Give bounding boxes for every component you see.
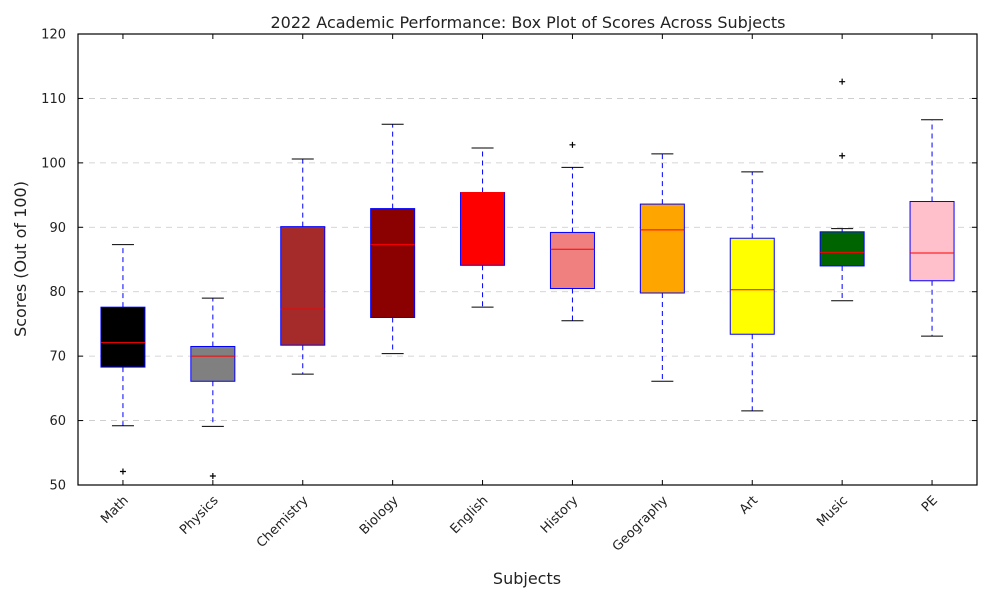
box-body	[639, 203, 685, 294]
box-history	[549, 141, 595, 322]
y-tick-label: 120	[41, 28, 66, 43]
x-axis-title: Subjects	[493, 569, 561, 588]
box-english	[460, 147, 506, 308]
box-music	[819, 78, 865, 302]
x-tick-label: Music	[814, 493, 851, 530]
outlier-point	[839, 78, 846, 85]
y-axis-ticks: 50 60 70 80 90 100 110 120	[41, 28, 977, 494]
y-tick-label: 50	[49, 479, 66, 494]
boxes	[100, 78, 955, 479]
outlier-point	[119, 468, 126, 475]
chart-title: 2022 Academic Performance: Box Plot of S…	[270, 13, 785, 32]
y-tick-label: 60	[49, 414, 66, 429]
box-body	[909, 201, 955, 282]
y-tick-label: 110	[41, 92, 66, 107]
box-body	[460, 191, 506, 266]
box-body	[100, 306, 146, 368]
grid-lines	[78, 98, 977, 421]
box-body	[370, 208, 416, 318]
y-tick-label: 90	[49, 221, 66, 236]
x-tick-label: Chemistry	[254, 493, 312, 551]
box-body	[190, 345, 236, 382]
y-axis-title: Scores (Out of 100)	[11, 181, 30, 337]
outlier-point	[569, 141, 576, 148]
box-chemistry	[280, 158, 326, 375]
x-axis-ticks: Math Physics Chemistry Biology English Histor…	[98, 34, 941, 555]
x-tick-label: Art	[737, 493, 761, 517]
x-tick-label: English	[448, 493, 492, 537]
box-geography	[639, 153, 685, 382]
outlier-point	[209, 472, 216, 479]
box-art	[729, 171, 775, 412]
x-tick-label: Physics	[177, 493, 222, 538]
box-body	[729, 237, 775, 335]
plot-frame	[77, 33, 978, 486]
box-body	[549, 231, 595, 289]
box-pe	[909, 119, 955, 337]
x-tick-label: Math	[98, 493, 132, 527]
x-tick-label: PE	[919, 493, 941, 515]
outlier-point	[839, 152, 846, 159]
y-tick-label: 70	[49, 350, 66, 365]
x-tick-label: History	[538, 493, 582, 537]
x-tick-label: Geography	[610, 493, 672, 555]
box-physics	[190, 297, 236, 479]
box-biology	[370, 123, 416, 355]
box-body	[819, 231, 865, 267]
y-tick-label: 80	[49, 285, 66, 300]
y-tick-label: 100	[41, 156, 66, 171]
box-math	[100, 244, 146, 475]
x-tick-label: Biology	[357, 493, 402, 538]
box-body	[280, 226, 326, 346]
